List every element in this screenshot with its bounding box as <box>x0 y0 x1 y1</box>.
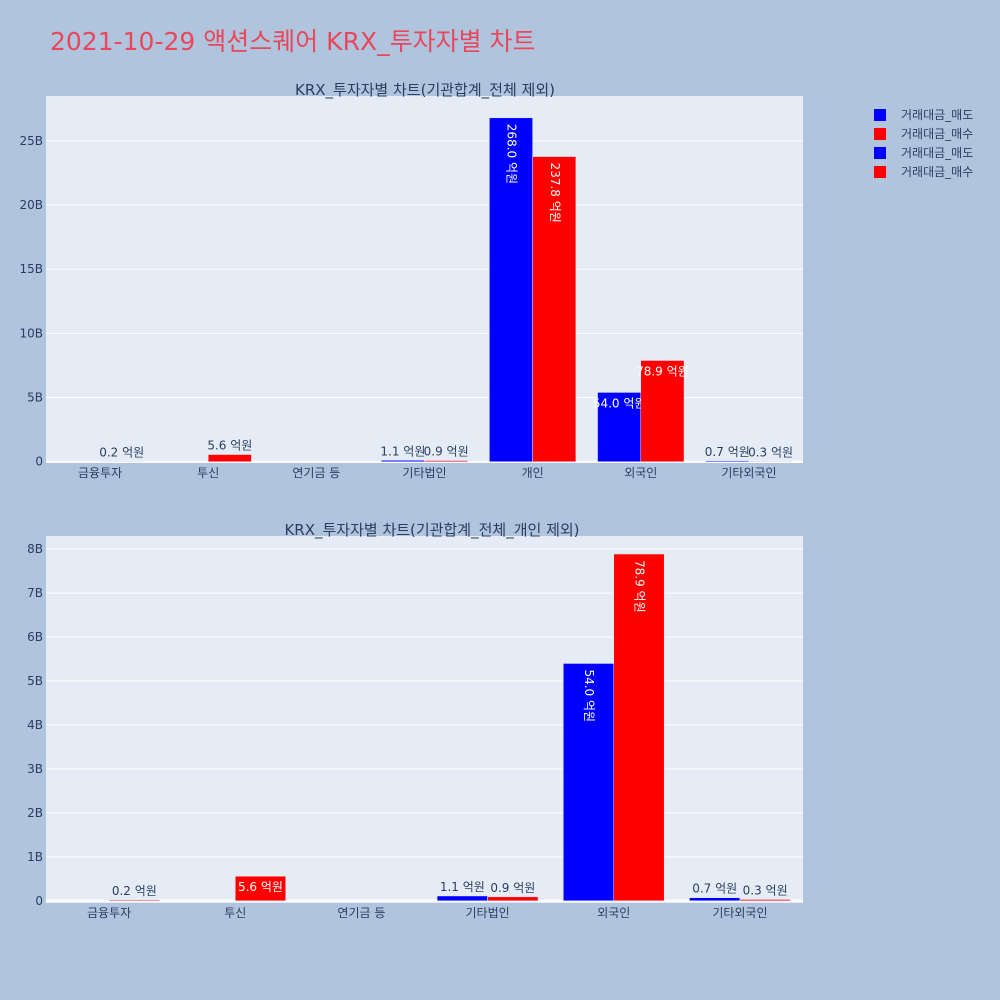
data-label: 0.9 억원 <box>490 881 535 895</box>
legend[interactable]: 거래대금_매도 거래대금_매수 거래대금_매도 거래대금_매수 <box>874 106 973 182</box>
legend-label: 거래대금_매수 <box>901 165 974 179</box>
data-label: 237.8 억원 <box>548 163 562 223</box>
data-label: 1.1 억원 <box>380 444 425 458</box>
x-tick-label: 기타외국인 <box>712 906 767 920</box>
page-title: 2021-10-29 액션스퀘어 KRX_투자자별 차트 <box>50 27 536 56</box>
data-label: 0.2 억원 <box>99 445 144 459</box>
data-label: 1.1 억원 <box>440 880 485 894</box>
y-tick-label: 2B <box>27 806 43 820</box>
x-tick-label: 금융투자 <box>87 906 131 920</box>
bar <box>436 895 488 902</box>
legend-item[interactable]: 거래대금_매도 <box>874 144 973 163</box>
chart-title: KRX_투자자별 차트(기관합계_전체_개인 제외) <box>284 521 579 540</box>
x-tick-label: 연기금 등 <box>292 466 340 480</box>
data-label: 0.7 억원 <box>692 882 737 896</box>
y-tick-label: 20B <box>19 198 43 212</box>
bar <box>108 899 160 902</box>
bar <box>532 156 577 462</box>
x-tick-label: 연기금 등 <box>337 906 385 920</box>
x-tick-label: 투신 <box>197 466 219 480</box>
bar <box>613 553 665 902</box>
y-tick-label: 0 <box>35 455 43 469</box>
bar <box>207 454 252 462</box>
legend-label: 거래대금_매수 <box>901 127 974 141</box>
y-tick-label: 25B <box>19 134 43 148</box>
y-tick-label: 4B <box>27 718 43 732</box>
plot-area <box>46 536 803 903</box>
x-tick-label: 외국인 <box>624 466 657 480</box>
legend-swatch <box>874 165 886 178</box>
y-tick-label: 6B <box>27 630 43 644</box>
data-label: 5.6 억원 <box>207 439 252 453</box>
data-label: 5.6 억원 <box>238 880 283 894</box>
legend-item[interactable]: 거래대금_매수 <box>874 163 973 182</box>
y-tick-label: 8B <box>27 542 43 556</box>
legend-item[interactable]: 거래대금_매수 <box>874 125 973 144</box>
data-label: 0.9 억원 <box>424 445 469 459</box>
y-tick-label: 1B <box>27 850 43 864</box>
legend-item[interactable]: 거래대금_매도 <box>874 106 973 125</box>
plot-area <box>46 96 803 463</box>
bar <box>563 663 614 902</box>
legend-label: 거래대금_매도 <box>901 108 974 122</box>
y-tick-label: 5B <box>27 391 43 405</box>
legend-swatch <box>874 108 886 121</box>
bar <box>689 897 741 902</box>
data-label: 78.9 억원 <box>636 364 689 378</box>
data-label: 0.3 억원 <box>743 883 788 897</box>
y-tick-label: 5B <box>27 674 43 688</box>
chart-title: KRX_투자자별 차트(기관합계_전체 제외) <box>295 81 555 100</box>
bar <box>424 460 469 462</box>
data-label: 268.0 억원 <box>505 124 519 184</box>
bar <box>487 896 539 902</box>
x-tick-label: 개인 <box>522 466 544 480</box>
y-tick-label: 7B <box>27 586 43 600</box>
data-label: 0.3 억원 <box>748 445 793 459</box>
bar <box>235 875 286 902</box>
data-label: 78.9 억원 <box>632 560 646 613</box>
legend-swatch <box>874 127 886 140</box>
bar <box>705 460 750 462</box>
y-tick-label: 0 <box>35 894 43 908</box>
data-label: 0.2 억원 <box>112 884 157 898</box>
data-label: 0.7 억원 <box>705 445 750 459</box>
x-tick-label: 외국인 <box>597 906 630 920</box>
x-tick-label: 금융투자 <box>78 466 122 480</box>
x-tick-label: 기타법인 <box>465 906 509 920</box>
legend-label: 거래대금_매도 <box>901 146 974 160</box>
x-tick-label: 투신 <box>224 906 246 920</box>
x-tick-label: 기타법인 <box>402 466 446 480</box>
bar <box>640 360 685 462</box>
x-tick-label: 기타외국인 <box>721 466 776 480</box>
y-tick-label: 15B <box>19 262 43 276</box>
legend-swatch <box>874 146 886 159</box>
bar <box>739 899 791 902</box>
bar <box>597 392 642 462</box>
y-tick-label: 10B <box>19 326 43 340</box>
bar <box>380 460 425 462</box>
data-label: 54.0 억원 <box>593 396 646 410</box>
y-tick-label: 3B <box>27 762 43 776</box>
data-label: 54.0 억원 <box>582 669 596 722</box>
